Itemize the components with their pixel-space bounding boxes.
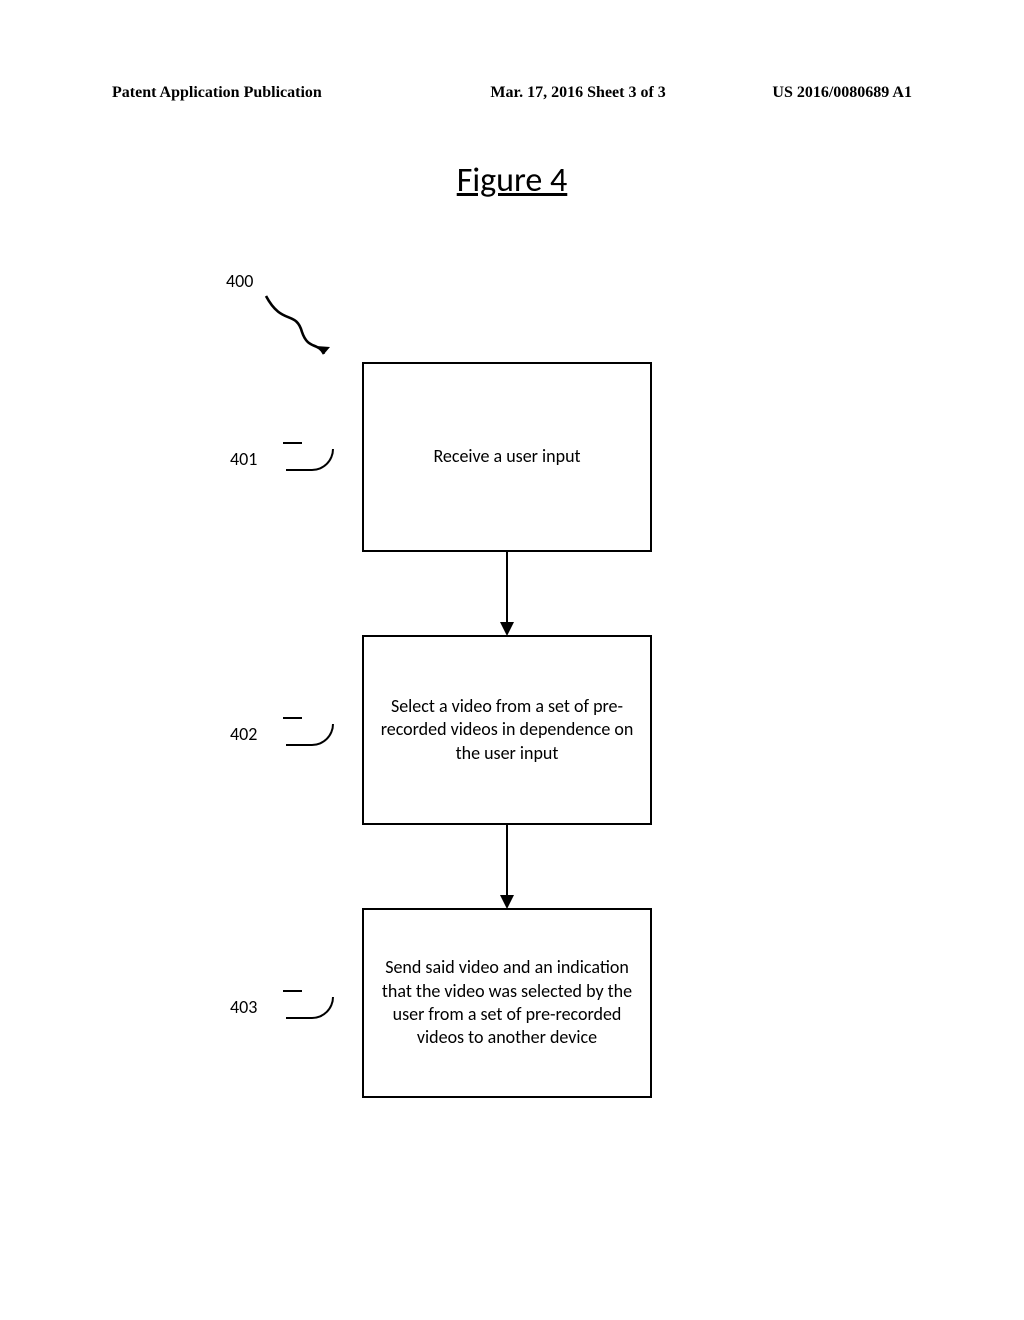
step-402-box: Select a video from a set of pre-recorde… [362,635,652,825]
header-date-sheet: Mar. 17, 2016 Sheet 3 of 3 [490,84,665,102]
step-401-text: Receive a user input [433,445,580,468]
step-403-label: 403 [230,996,257,1018]
page-header: Patent Application Publication Mar. 17, … [0,84,1024,102]
arrow-2-line [506,825,508,895]
step-403-text: Send said video and an indication that t… [376,956,638,1050]
step-403-box: Send said video and an indication that t… [362,908,652,1098]
step-401-box: Receive a user input [362,362,652,552]
arrow-2-head [500,895,514,909]
figure-title: Figure 4 [457,160,568,201]
header-publication: Patent Application Publication [112,84,322,102]
ref-400-arrow [262,292,340,366]
step-401-label: 401 [230,448,257,470]
step-403-leader [286,997,334,1019]
step-401-leader [286,449,334,471]
ref-400-label: 400 [226,270,253,292]
step-402-text: Select a video from a set of pre-recorde… [376,695,638,765]
header-patent-number: US 2016/0080689 A1 [772,84,912,102]
arrow-1-head [500,622,514,636]
arrow-1-line [506,552,508,622]
step-402-label: 402 [230,723,257,745]
step-402-leader [286,724,334,746]
